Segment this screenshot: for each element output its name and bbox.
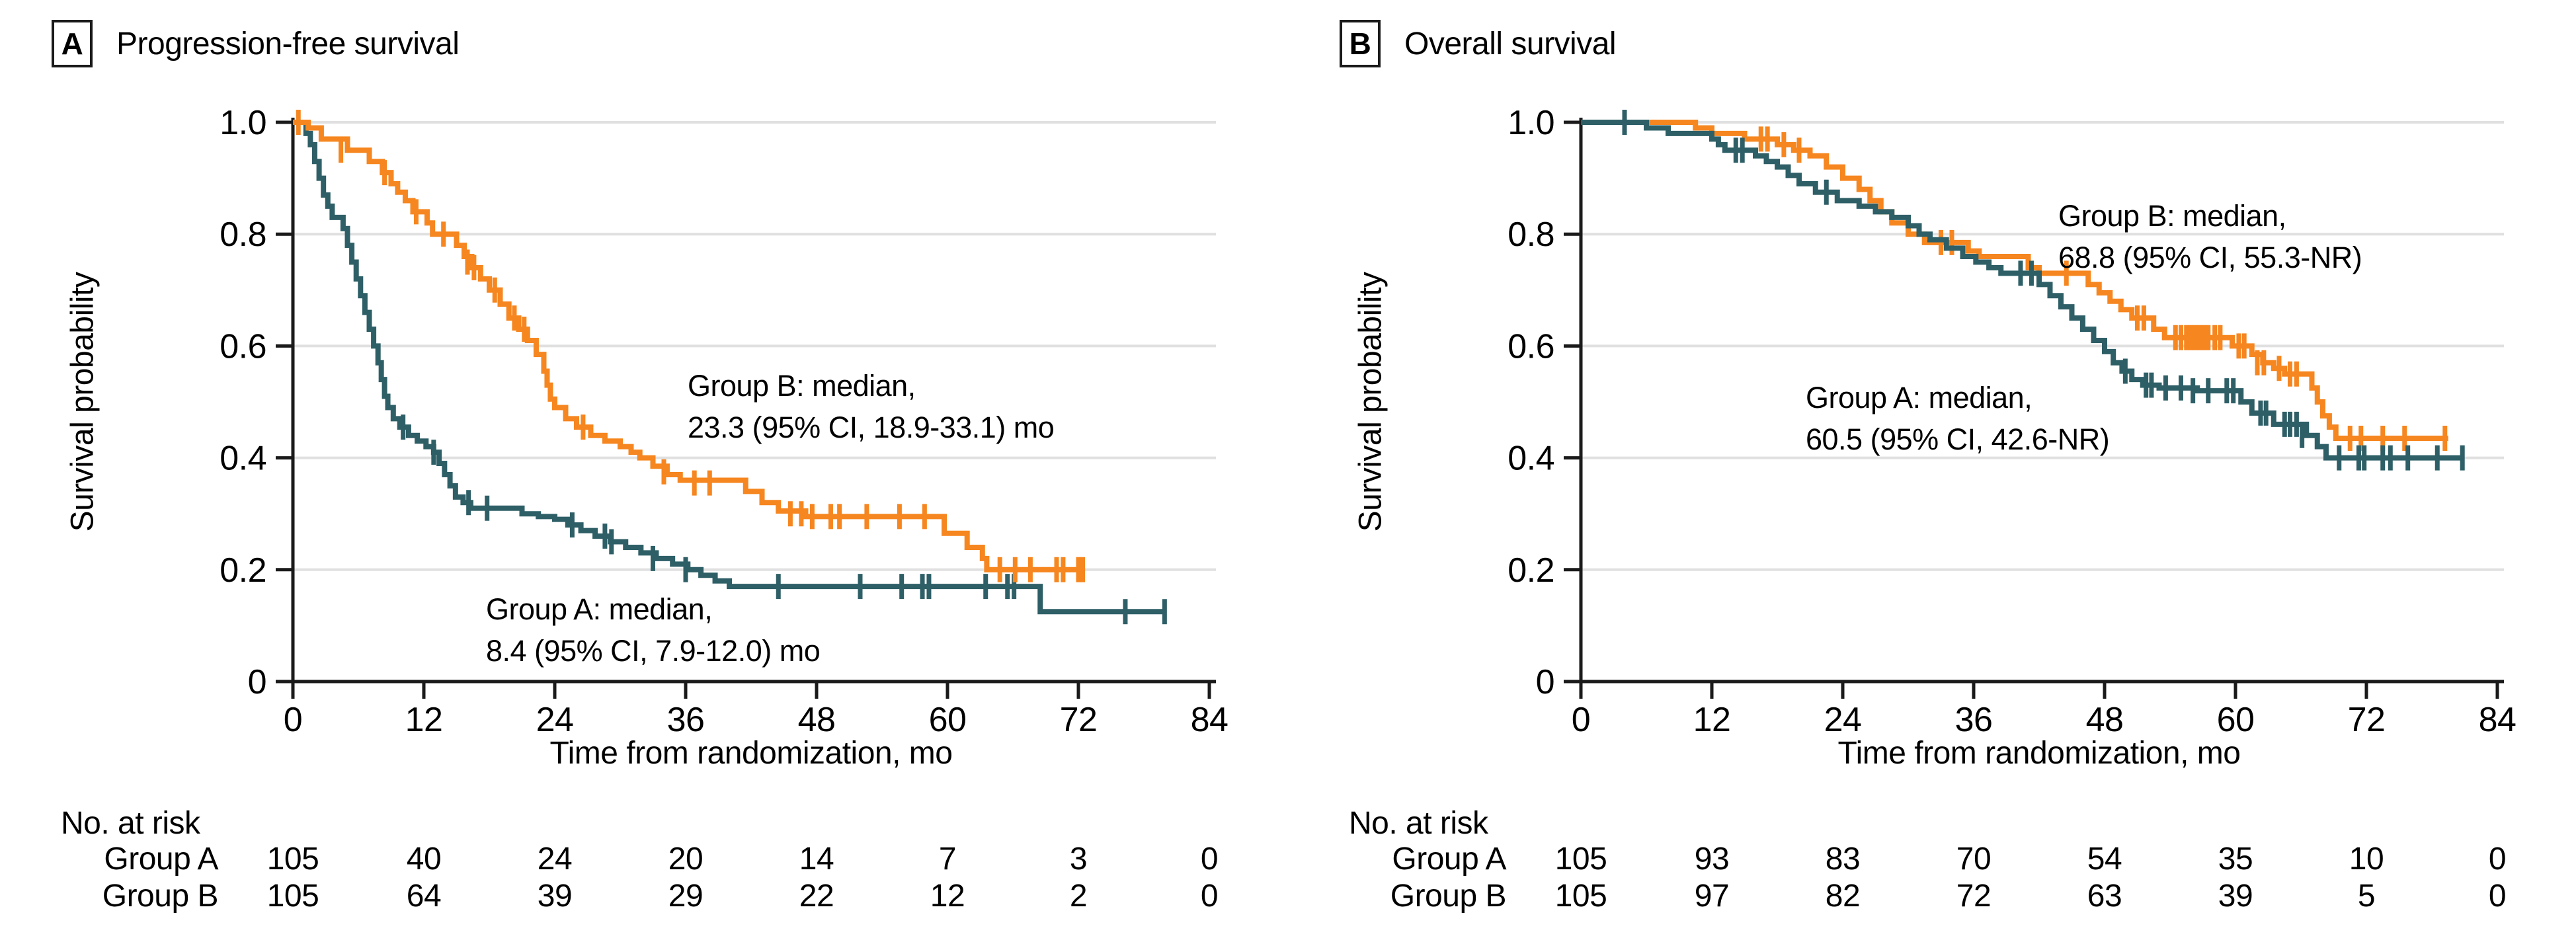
risk-count: 82 (1825, 879, 1861, 914)
km-plot-b: 0 0.2 0.4 0.6 0.8 1.0 0 12 24 36 48 60 72 84 (1508, 104, 2516, 739)
x-tick-label: 84 (2479, 701, 2516, 739)
risk-count: 72 (1956, 879, 1992, 914)
risk-count: 105 (266, 842, 319, 877)
panel-title: Progression-free survival (116, 26, 460, 61)
x-tick-label: 60 (2217, 701, 2255, 739)
risk-count: 14 (799, 842, 834, 877)
y-tick-label: 0.2 (220, 551, 266, 590)
x-tick-label: 60 (929, 701, 967, 739)
y-axis-title: Survival probability (1353, 272, 1389, 532)
annotation-line-2: 68.8 (95% CI, 55.3-NR) (2058, 241, 2362, 274)
risk-count: 7 (938, 842, 957, 877)
risk-count: 83 (1825, 842, 1861, 877)
risk-count: 97 (1694, 879, 1730, 914)
x-tick-label: 48 (798, 701, 836, 739)
risk-count: 105 (1554, 842, 1607, 877)
x-tick-label: 0 (1572, 701, 1590, 739)
panel-title: Overall survival (1404, 26, 1617, 61)
y-tick-label: 0.6 (220, 327, 266, 366)
risk-row-label-group-b: Group B (102, 879, 219, 914)
km-plot-a: 0 0.2 0.4 0.6 0.8 1.0 0 12 24 36 48 60 72 84 (220, 104, 1228, 739)
annotation-line-1: Group B: median, (688, 369, 916, 403)
panel-header-b: B Overall survival (1340, 20, 1617, 67)
km-curve-group-b (293, 120, 1084, 572)
y-tick-label: 0.4 (220, 440, 266, 478)
risk-count: 105 (266, 879, 319, 914)
risk-count: 54 (2087, 842, 2122, 877)
risk-count: 105 (1554, 879, 1607, 914)
risk-count: 29 (668, 879, 704, 914)
x-tick-label: 0 (284, 701, 302, 739)
x-tick-label: 36 (1955, 701, 1993, 739)
panel-letter-badge: A (52, 20, 93, 67)
risk-count: 39 (2218, 879, 2253, 914)
median-annotation-group-b: Group B: median, 23.3 (95% CI, 18.9-33.1… (688, 365, 1055, 448)
x-tick-label: 48 (2086, 701, 2124, 739)
median-annotation-group-a: Group A: median, 8.4 (95% CI, 7.9-12.0) … (486, 588, 821, 672)
y-axis-title: Survival probability (65, 272, 101, 532)
median-annotation-group-a: Group A: median, 60.5 (95% CI, 42.6-NR) (1806, 377, 2110, 460)
x-tick-label: 24 (1824, 701, 1862, 739)
annotation-line-1: Group B: median, (2058, 199, 2286, 233)
risk-row-label-group-a: Group A (104, 842, 218, 877)
x-tick-label: 12 (405, 701, 443, 739)
risk-count: 0 (1200, 842, 1219, 877)
risk-count: 20 (668, 842, 704, 877)
risk-table-header: No. at risk (61, 806, 200, 841)
risk-count: 63 (2087, 879, 2122, 914)
annotation-line-1: Group A: median, (486, 592, 713, 626)
y-tick-label: 1.0 (1508, 104, 1554, 142)
risk-table-header: No. at risk (1349, 806, 1488, 841)
risk-count: 24 (537, 842, 573, 877)
risk-count: 12 (930, 879, 965, 914)
risk-count: 5 (2357, 879, 2376, 914)
x-axis-title: Time from randomization, mo (549, 736, 953, 771)
y-tick-label: 0.8 (220, 216, 266, 254)
annotation-line-2: 23.3 (95% CI, 18.9-33.1) mo (688, 411, 1055, 444)
y-tick-label: 0.4 (1508, 440, 1554, 478)
risk-count: 39 (537, 879, 573, 914)
risk-count: 35 (2218, 842, 2253, 877)
annotation-line-2: 8.4 (95% CI, 7.9-12.0) mo (486, 634, 821, 668)
x-tick-label: 24 (536, 701, 574, 739)
x-axis-title: Time from randomization, mo (1837, 736, 2241, 771)
panel-progression-free-survival: 0 0.2 0.4 0.6 0.8 1.0 0 12 24 36 48 60 72 84 A Progre… (52, 20, 1228, 914)
x-tick-label: 72 (2348, 701, 2386, 739)
annotation-line-1: Group A: median, (1806, 381, 2033, 414)
x-tick-label: 36 (667, 701, 705, 739)
y-tick-label: 0 (1536, 663, 1554, 701)
risk-count: 10 (2349, 842, 2384, 877)
risk-count: 0 (2488, 842, 2507, 877)
y-tick-label: 0.2 (1508, 551, 1554, 590)
x-tick-label: 72 (1060, 701, 1098, 739)
risk-count: 70 (1956, 842, 1992, 877)
y-tick-label: 0.8 (1508, 216, 1554, 254)
risk-count: 22 (799, 879, 834, 914)
km-curve-group-b (1581, 120, 2448, 441)
risk-row-label-group-b: Group B (1390, 879, 1507, 914)
median-annotation-group-b: Group B: median, 68.8 (95% CI, 55.3-NR) (2058, 195, 2362, 278)
risk-count: 40 (406, 842, 442, 877)
annotation-line-2: 60.5 (95% CI, 42.6-NR) (1806, 422, 2110, 456)
risk-row-label-group-a: Group A (1392, 842, 1506, 877)
risk-count: 64 (406, 879, 442, 914)
panel-letter-badge: B (1340, 20, 1381, 67)
y-tick-label: 1.0 (220, 104, 266, 142)
panel-overall-survival: 0 0.2 0.4 0.6 0.8 1.0 0 12 24 36 48 60 72 84 B Overal… (1288, 0, 2576, 942)
risk-count: 0 (2488, 879, 2507, 914)
risk-count: 93 (1694, 842, 1730, 877)
risk-count: 2 (1069, 879, 1088, 914)
y-tick-label: 0 (248, 663, 266, 701)
x-tick-label: 84 (1191, 701, 1228, 739)
x-tick-label: 12 (1693, 701, 1731, 739)
risk-count: 3 (1069, 842, 1088, 877)
panel-header-a: A Progression-free survival (52, 20, 460, 67)
km-curve-group-a (293, 120, 1166, 615)
y-tick-label: 0.6 (1508, 327, 1554, 366)
risk-count: 0 (1200, 879, 1219, 914)
